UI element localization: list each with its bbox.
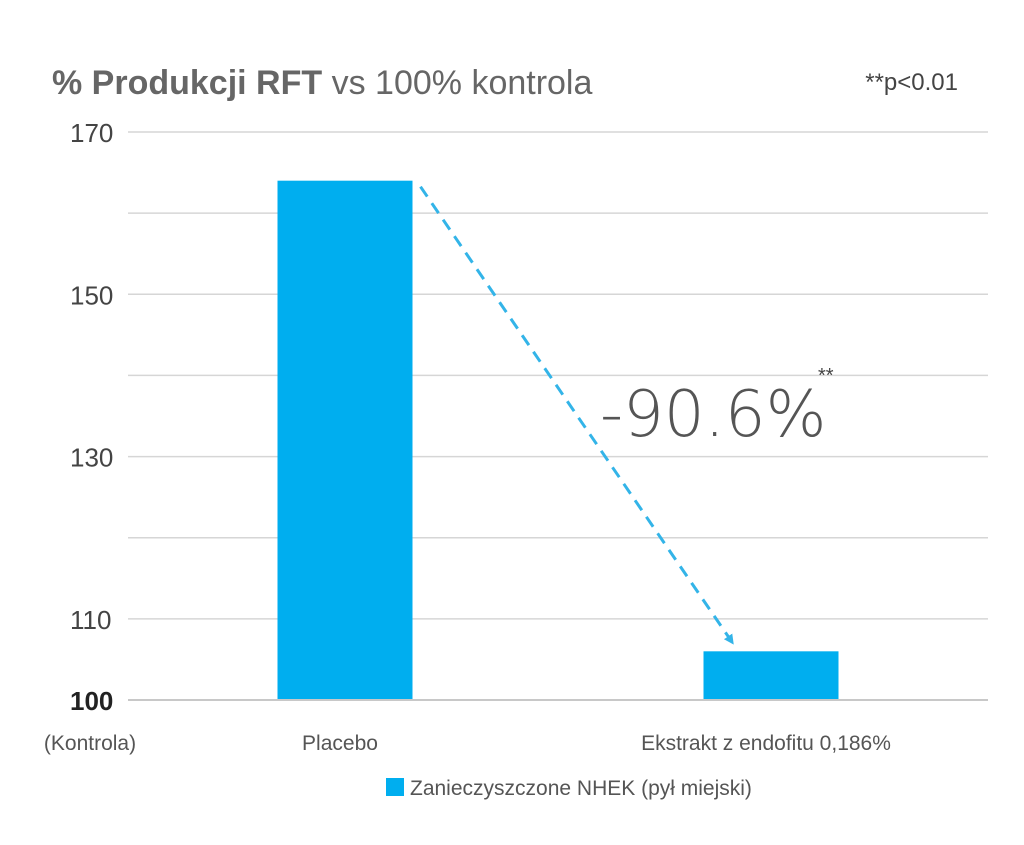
bars	[277, 180, 839, 700]
gridlines	[128, 131, 988, 620]
chart-title-bold: % Produkcji RFT	[52, 64, 322, 102]
chart-title-rest: vs 100% kontrola	[322, 64, 592, 102]
bar-placebo	[277, 180, 413, 700]
bar-ekstrakt	[703, 651, 839, 700]
trend-arrow	[419, 185, 734, 645]
chart-title: % Produkcji RFT vs 100% kontrola	[52, 64, 592, 102]
legend-label: Zanieczyszczone NHEK (pył miejski)	[410, 777, 752, 800]
y-tick-label-170: 170	[70, 118, 113, 148]
y-tick-labels: 100 110 130 150 170	[70, 118, 113, 716]
y-tick-label-110: 110	[70, 605, 111, 635]
legend: Zanieczyszczone NHEK (pył miejski)	[386, 777, 752, 800]
percent-change-significance: **	[818, 365, 834, 387]
significance-note: **p<0.01	[865, 69, 958, 96]
y-tick-label-100: 100	[70, 686, 113, 716]
category-label-ekstrakt: Ekstrakt z endofitu 0,186%	[641, 732, 891, 755]
percent-change-label: -90.6%	[600, 378, 826, 452]
category-label-placebo: Placebo	[302, 732, 378, 755]
baseline-label: (Kontrola)	[44, 732, 136, 755]
y-tick-label-130: 130	[70, 443, 113, 473]
y-tick-label-150: 150	[70, 280, 113, 310]
category-labels: Placebo Ekstrakt z endofitu 0,186%	[302, 732, 891, 755]
legend-swatch	[386, 778, 404, 796]
